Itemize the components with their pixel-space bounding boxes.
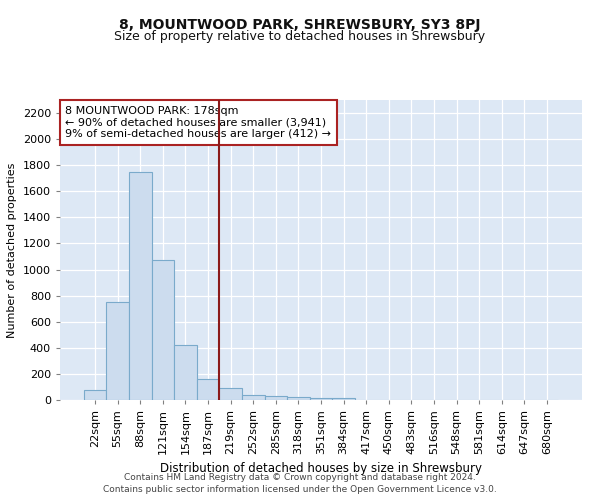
- Y-axis label: Number of detached properties: Number of detached properties: [7, 162, 17, 338]
- Bar: [197, 379, 220, 400]
- Bar: [332, 398, 355, 400]
- Text: Contains HM Land Registry data © Crown copyright and database right 2024.: Contains HM Land Registry data © Crown c…: [124, 474, 476, 482]
- Text: 8 MOUNTWOOD PARK: 178sqm
← 90% of detached houses are smaller (3,941)
9% of semi: 8 MOUNTWOOD PARK: 178sqm ← 90% of detach…: [65, 106, 331, 139]
- Bar: [84, 390, 106, 400]
- Bar: [129, 172, 152, 400]
- Bar: [265, 396, 287, 400]
- Text: 8, MOUNTWOOD PARK, SHREWSBURY, SY3 8PJ: 8, MOUNTWOOD PARK, SHREWSBURY, SY3 8PJ: [119, 18, 481, 32]
- Text: Contains public sector information licensed under the Open Government Licence v3: Contains public sector information licen…: [103, 485, 497, 494]
- Bar: [174, 344, 197, 400]
- Bar: [106, 302, 129, 400]
- Bar: [220, 388, 242, 400]
- Bar: [242, 395, 265, 400]
- Text: Size of property relative to detached houses in Shrewsbury: Size of property relative to detached ho…: [115, 30, 485, 43]
- Bar: [310, 398, 332, 400]
- Bar: [287, 396, 310, 400]
- X-axis label: Distribution of detached houses by size in Shrewsbury: Distribution of detached houses by size …: [160, 462, 482, 475]
- Bar: [152, 260, 174, 400]
